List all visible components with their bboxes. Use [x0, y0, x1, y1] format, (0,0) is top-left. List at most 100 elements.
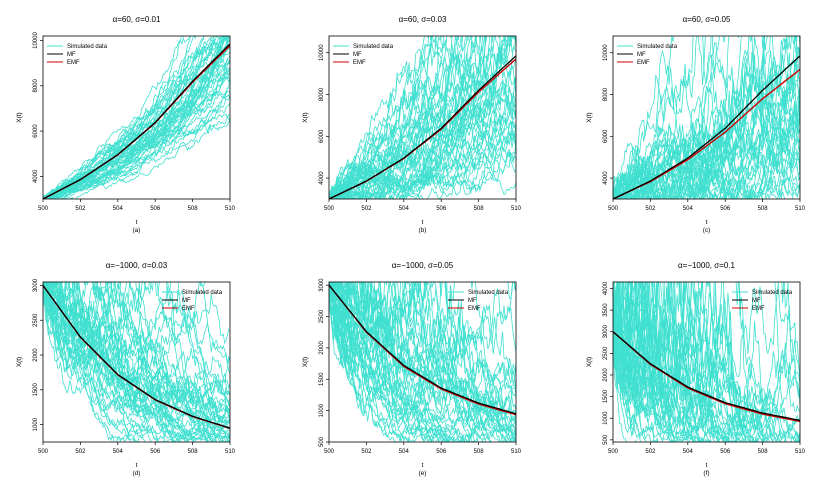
simulated-path	[329, 70, 516, 199]
x-tick-label: 500	[324, 449, 335, 455]
simulated-path	[43, 36, 212, 199]
simulated-path	[43, 285, 140, 442]
legend-label: Simulated data	[67, 44, 108, 50]
plot-frame	[328, 281, 517, 443]
panel-sublabel: (c)	[703, 227, 711, 234]
legend-label: EMF	[752, 306, 765, 312]
simulated-path	[329, 282, 516, 437]
simulated-path	[43, 117, 230, 199]
simulated-path	[613, 292, 800, 416]
plot-frame	[42, 281, 231, 443]
simulated-path	[329, 282, 468, 442]
mf-curve	[43, 43, 230, 199]
y-axis-label: X(t)	[586, 112, 593, 122]
simulated-path	[613, 331, 800, 442]
simulated-path	[43, 102, 230, 199]
y-tick-label: 2000	[33, 348, 39, 362]
legend-label: Simulated data	[353, 44, 394, 50]
simulated-path	[613, 115, 800, 199]
x-tick-label: 500	[608, 449, 619, 455]
simulated-path	[613, 36, 740, 199]
simulated-path	[613, 36, 800, 199]
simulated-path	[613, 301, 712, 442]
x-tick-label: 508	[758, 449, 769, 455]
legend-label: EMF	[637, 60, 650, 66]
simulated-path	[329, 282, 473, 442]
y-tick-label: 2500	[33, 313, 39, 327]
x-axis-label: t	[706, 219, 708, 226]
simulated-path	[43, 282, 230, 413]
legend-label: MF	[353, 52, 362, 58]
simulated-path	[43, 283, 230, 398]
simulated-paths	[613, 36, 800, 199]
x-axis-label: t	[136, 462, 138, 469]
x-axis-label: t	[706, 462, 708, 469]
simulated-path	[43, 58, 230, 199]
simulated-path	[613, 282, 753, 442]
legend: Simulated data MF EMF	[448, 290, 509, 312]
simulated-path	[613, 142, 800, 199]
simulated-path	[613, 74, 800, 199]
legend-label: MF	[182, 298, 191, 304]
simulated-path	[329, 81, 516, 199]
legend-label: Simulated data	[637, 44, 678, 50]
panel-title: α=60, σ=0.05	[683, 15, 731, 24]
simulated-path	[43, 36, 205, 199]
simulated-path	[43, 285, 166, 442]
panel-title: α=60, σ=0.01	[113, 15, 161, 24]
plot-frame	[328, 35, 517, 200]
simulated-path	[43, 285, 160, 442]
x-tick-label: 510	[225, 206, 236, 212]
y-tick-label: 1500	[603, 389, 609, 403]
panel-c: 500 502 504 506 508 510 4000 6000 8000 10000 α=60,…	[586, 15, 806, 234]
simulated-path	[43, 282, 230, 418]
y-tick-label: 6000	[319, 129, 325, 143]
simulated-path	[613, 282, 746, 442]
y-tick-label: 3000	[319, 278, 325, 292]
simulated-path	[43, 282, 230, 436]
simulated-path	[329, 282, 492, 442]
simulated-path	[329, 282, 514, 442]
simulated-path	[43, 282, 230, 374]
panel-b: 500 502 504 506 508 510 4000 6000 8000 10000 α=60,…	[302, 15, 522, 234]
simulated-path	[329, 282, 516, 430]
legend: Simulated data MF EMF	[732, 290, 793, 312]
simulated-path	[613, 286, 738, 442]
mf-curve	[329, 55, 516, 199]
simulated-path	[613, 144, 800, 199]
x-tick-label: 510	[511, 449, 522, 455]
y-tick-label: 8000	[319, 87, 325, 101]
simulated-path	[613, 296, 721, 442]
x-tick-label: 504	[683, 449, 694, 455]
x-tick-label: 500	[38, 206, 49, 212]
simulated-path	[329, 282, 516, 344]
panel-sublabel: (e)	[419, 470, 427, 477]
simulated-path	[613, 323, 701, 442]
legend-label: Simulated data	[468, 290, 509, 296]
simulated-path	[613, 36, 674, 199]
legend-label: Simulated data	[182, 290, 223, 296]
simulated-path	[329, 45, 516, 199]
simulated-paths	[329, 36, 516, 199]
simulated-path	[329, 36, 494, 199]
simulated-path	[613, 91, 800, 199]
legend: Simulated data MF EMF	[47, 44, 108, 66]
y-tick-label: 2500	[319, 309, 325, 323]
simulated-paths	[329, 282, 516, 442]
y-tick-label: 3000	[33, 278, 39, 292]
simulated-path	[329, 36, 468, 199]
simulated-path	[329, 36, 516, 199]
simulated-path	[613, 144, 800, 199]
y-tick-label: 4000	[603, 171, 609, 185]
y-axis-label: X(t)	[16, 112, 23, 122]
legend-label: MF	[468, 298, 477, 304]
y-tick-label: 500	[603, 434, 609, 445]
simulated-path	[329, 36, 513, 199]
y-tick-label: 4000	[603, 281, 609, 295]
mf-curve	[613, 55, 800, 199]
x-tick-label: 508	[758, 206, 769, 212]
x-tick-label: 500	[608, 206, 619, 212]
y-tick-label: 1000	[33, 417, 39, 431]
simulated-path	[329, 36, 495, 199]
simulated-path	[613, 36, 800, 199]
